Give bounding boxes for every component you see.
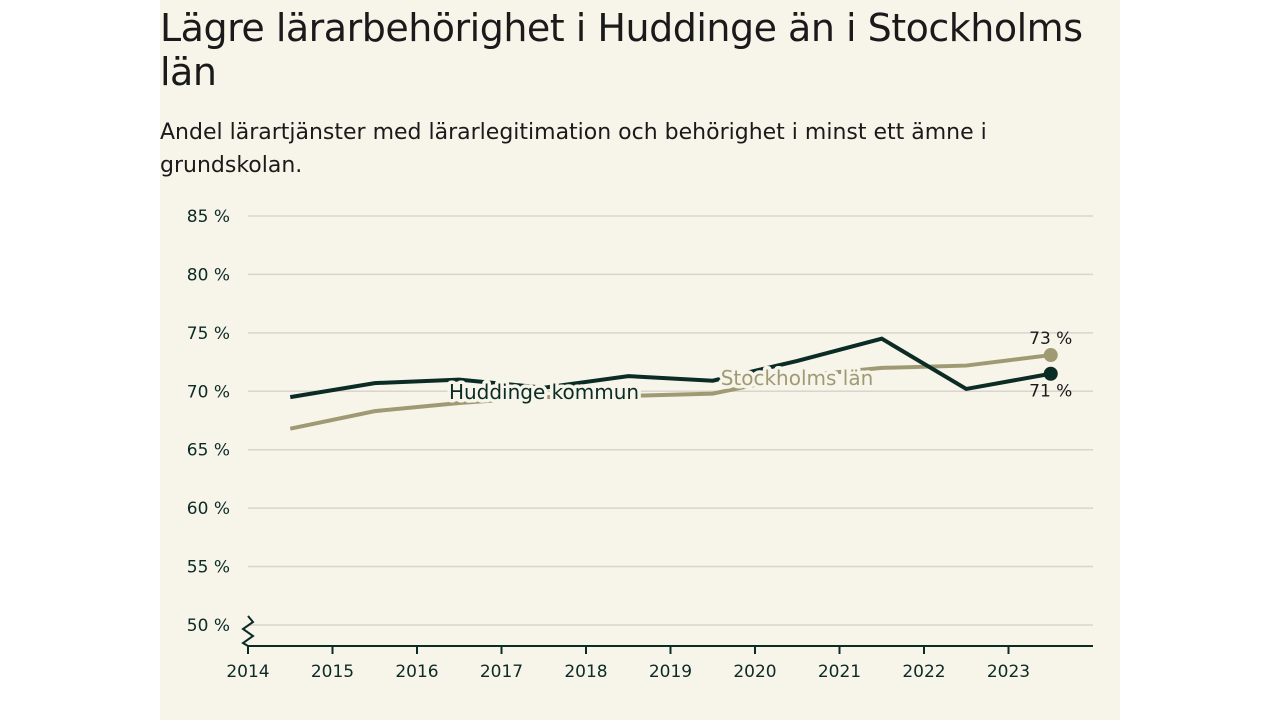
stockholm-point: [1043, 348, 1058, 363]
chart-card: [160, 0, 1120, 720]
y-axis: 50 % 55 % 60 % 65 % 70 % 75 % 80 % 85 %: [187, 207, 230, 636]
x-tick-label: 2018: [564, 662, 607, 682]
x-tick-label: 2015: [311, 662, 354, 682]
chart-title: Lägre lärarbehörighet i Huddinge än i St…: [160, 6, 1083, 94]
huddinge-point: [1043, 366, 1058, 381]
huddinge-series-label: Huddinge kommun: [449, 380, 639, 404]
x-tick-label: 2014: [226, 662, 269, 682]
y-tick-label: 60 %: [187, 499, 230, 519]
stockholm-series-label: Stockholms län: [721, 366, 874, 390]
series-labels: Huddinge kommun Stockholms län 73 % 71 %: [445, 329, 1072, 407]
series-lines: [289, 336, 1058, 431]
x-tick-label: 2017: [480, 662, 523, 682]
stockholm-end-label: 73 %: [1029, 329, 1072, 349]
x-tick-label: 2021: [818, 662, 861, 682]
x-tick-label: 2020: [733, 662, 776, 682]
x-axis: 2014 2015 2016 2017 2018 2019 2020 2021 2022 2023: [226, 615, 1093, 682]
gridlines: [248, 215, 1093, 626]
x-tick-label: 2019: [649, 662, 692, 682]
axis-break-icon: [241, 615, 255, 647]
y-tick-label: 85 %: [187, 207, 230, 227]
huddinge-line: [289, 336, 1052, 400]
x-tick-label: 2022: [902, 662, 945, 682]
y-tick-label: 65 %: [187, 441, 230, 461]
huddinge-end-label: 71 %: [1029, 382, 1072, 402]
chart-subtitle: Andel lärartjänster med lärarlegitimatio…: [160, 120, 987, 178]
y-tick-label: 75 %: [187, 324, 230, 344]
y-tick-label: 80 %: [187, 265, 230, 285]
x-tick-label: 2016: [395, 662, 438, 682]
y-tick-label: 55 %: [187, 558, 230, 578]
y-tick-label: 70 %: [187, 382, 230, 402]
y-tick-label: 50 %: [187, 616, 230, 636]
x-tick-label: 2023: [987, 662, 1030, 682]
stockholm-line: [289, 353, 1051, 431]
